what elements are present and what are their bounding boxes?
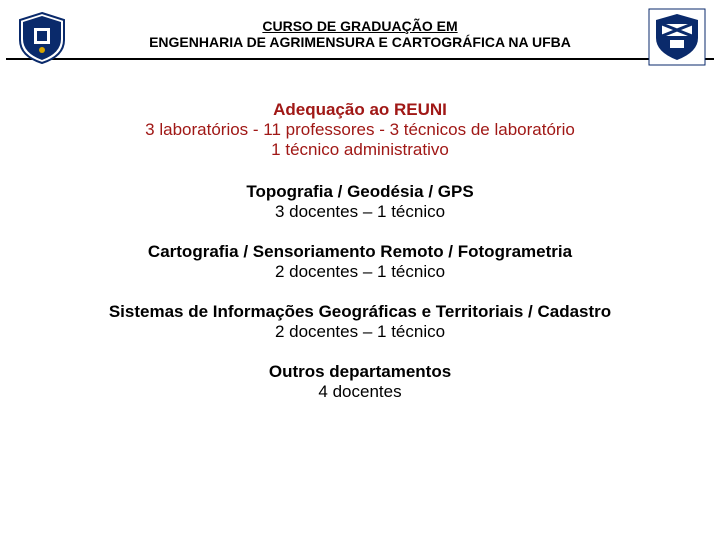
section-title: Sistemas de Informações Geográficas e Te… xyxy=(28,302,692,322)
reuni-line-1: 3 laboratórios - 11 professores - 3 técn… xyxy=(28,120,692,140)
section-title: Topografia / Geodésia / GPS xyxy=(28,182,692,202)
reuni-block: Adequação ao REUNI 3 laboratórios - 11 p… xyxy=(28,100,692,160)
section-sub: 3 docentes – 1 técnico xyxy=(28,202,692,222)
section-sub: 2 docentes – 1 técnico xyxy=(28,322,692,342)
reuni-line-2: 1 técnico administrativo xyxy=(28,140,692,160)
section-0: Topografia / Geodésia / GPS 3 docentes –… xyxy=(28,182,692,222)
section-title: Cartografia / Sensoriamento Remoto / Fot… xyxy=(28,242,692,262)
slide-header: CURSO DE GRADUAÇÃO EM ENGENHARIA DE AGRI… xyxy=(0,0,720,58)
header-line-2: ENGENHARIA DE AGRIMENSURA E CARTOGRÁFICA… xyxy=(90,34,630,50)
section-2: Sistemas de Informações Geográficas e Te… xyxy=(28,302,692,342)
section-1: Cartografia / Sensoriamento Remoto / Fot… xyxy=(28,242,692,282)
reuni-title: Adequação ao REUNI xyxy=(28,100,692,120)
slide-content: Adequação ao REUNI 3 laboratórios - 11 p… xyxy=(0,60,720,402)
header-line-1: CURSO DE GRADUAÇÃO EM xyxy=(90,18,630,34)
slide: CURSO DE GRADUAÇÃO EM ENGENHARIA DE AGRI… xyxy=(0,0,720,540)
section-sub: 4 docentes xyxy=(28,382,692,402)
section-3: Outros departamentos 4 docentes xyxy=(28,362,692,402)
section-sub: 2 docentes – 1 técnico xyxy=(28,262,692,282)
section-title: Outros departamentos xyxy=(28,362,692,382)
